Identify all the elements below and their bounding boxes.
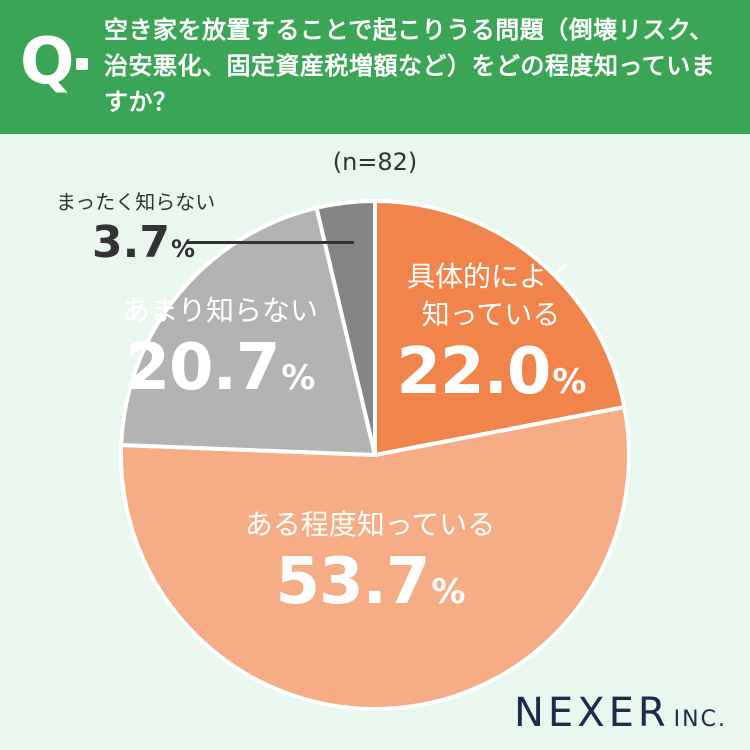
pie-chart [119, 199, 631, 711]
q-dot [76, 58, 88, 70]
slice-not-known-at-all [314, 199, 377, 457]
nexer-logo: NEXER INC. [514, 690, 727, 736]
sample-size: (n=82) [332, 148, 418, 176]
label-very-well-known: 具体的によく 知っている 22.0% [396, 258, 587, 420]
slice-somewhat-known [119, 405, 631, 711]
category-label: まったく知らない [56, 190, 216, 214]
category-label: 具体的によく [406, 260, 575, 293]
label-not-much-known: あまり知らない 20.7% [110, 292, 330, 416]
category-label: 知っている [421, 298, 561, 331]
value-label: 22.0% [396, 335, 587, 409]
pie-chart-area: (n=82) 具体的によく 知っている 22.0% ある程度知っている 53.7… [0, 134, 750, 750]
category-label: ある程度知っている [244, 508, 496, 541]
leader-line [186, 241, 354, 244]
question-text: 空き家を放置することで起こりうる問題（倒壊リスク、治安悪化、固定資産税増額など）… [104, 16, 716, 116]
q-letter: Q [20, 25, 75, 99]
category-label: あまり知らない [121, 294, 318, 327]
slice-not-much-known [119, 205, 377, 457]
value-label: 3.7% [92, 217, 195, 268]
label-not-known-at-all: まったく知らない 3.7% [56, 188, 215, 276]
question-header: Q 空き家を放置することで起こりうる問題（倒壊リスク、治安悪化、固定資産税増額な… [0, 0, 750, 134]
logo-suffix: INC. [673, 707, 727, 732]
value-label: 20.7% [125, 331, 316, 405]
label-somewhat-known: ある程度知っている 53.7% [200, 506, 540, 630]
slice-very-well-known [373, 199, 627, 457]
logo-main: NEXER [514, 690, 670, 736]
value-label: 53.7% [275, 545, 466, 619]
